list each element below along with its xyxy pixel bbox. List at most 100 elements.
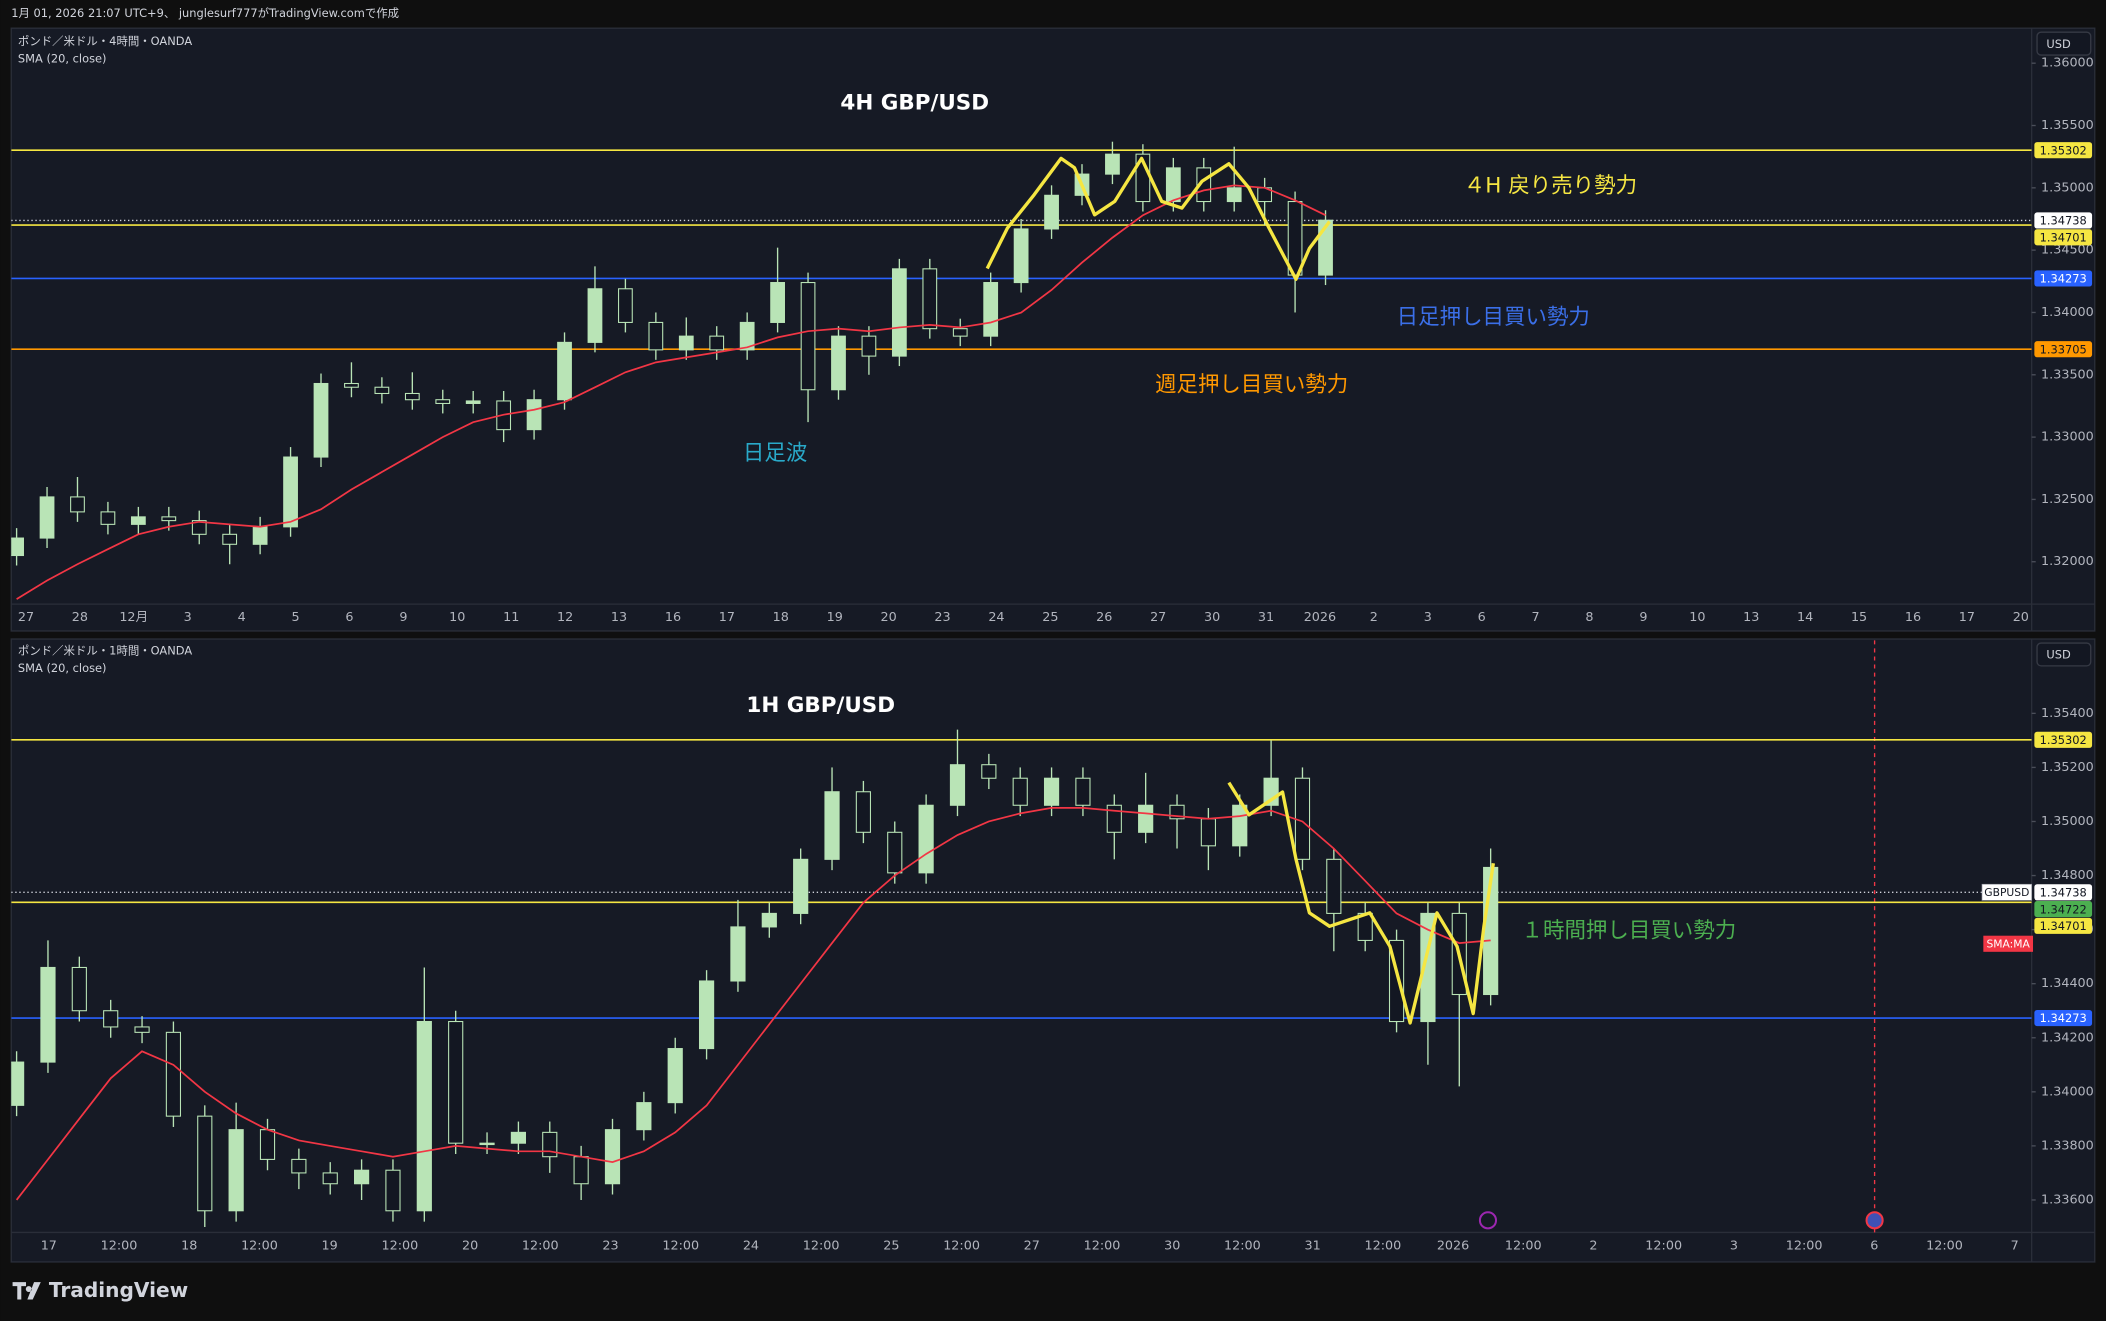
brand: TradingView [49,1278,188,1302]
x-tick-label: 18 [773,610,789,625]
x-tick-label: 27 [18,610,34,625]
event-icon[interactable] [1865,1211,1884,1230]
price-label-box [2034,917,2093,934]
sma-tag [1983,935,2034,952]
x-tick-label: 12:00 [943,1238,980,1253]
candle-body [291,1158,307,1174]
candle-body [197,1115,213,1212]
x-tick-label: 15 [1851,610,1867,625]
x-tick-label: 9 [1639,610,1647,625]
x-tick-label: 12:00 [382,1238,419,1253]
candle-body [618,288,633,323]
x-tick-label: 26 [1096,610,1112,625]
candle-body [983,282,999,337]
y-tick-label: 1.34400 [2041,976,2094,991]
x-tick-label: 6 [1478,610,1486,625]
y-tick-label: 1.32000 [2041,554,2094,569]
x-tick-label: 13 [611,610,627,625]
candle-body [283,456,298,528]
y-tick-label: 1.33800 [2041,1138,2094,1153]
price-label-box [2034,229,2093,246]
candle-body [1326,858,1342,914]
x-tick-label: 12:00 [803,1238,840,1253]
drawing [985,156,1331,281]
x-tick-label: 6 [345,610,353,625]
annotation: 日足波 [743,441,807,466]
candle-body [71,966,87,1012]
candle-body [739,321,755,351]
candle-body [1044,194,1059,230]
candle-body [922,268,938,330]
candle-body [855,791,871,833]
candle-body [800,282,816,391]
candle-body [165,1031,182,1117]
candle-body [134,1026,150,1033]
currency: USD [2046,37,2071,51]
price-label: 1.34273 [2040,272,2087,286]
x-tick-label: 12:00 [1364,1238,1401,1253]
annotation: １時間押し目買い勢力 [1522,919,1737,944]
candle-body [103,1010,119,1028]
x-tick-label: 12:00 [1505,1238,1542,1253]
y-tick-label: 1.33600 [2041,1192,2094,1207]
x-tick-label: 12:00 [241,1238,278,1253]
price-label: 1.34701 [2040,919,2087,933]
candle-body [981,764,997,779]
price-label-box [2034,1009,2093,1027]
symbol-label: ポンド／米ドル・4時間・OANDA [18,34,192,48]
x-tick-label: 2026 [1437,1238,1469,1253]
price-label-box [2034,341,2093,358]
x-tick-label: 16 [1905,610,1921,625]
x-tick-label: 2026 [1304,610,1336,625]
x-tick-label: 12 [557,610,573,625]
candle-body [1043,777,1060,806]
panel [10,27,2096,632]
y-tick-label: 1.34200 [2041,1030,2094,1045]
candle-body [465,400,481,404]
candle-body [861,335,877,357]
event-icon[interactable] [1478,1211,1498,1230]
candle-body [448,1020,464,1144]
candle-body [259,1129,276,1160]
panel [10,638,2096,1263]
y-tick-label: 1.34500 [2041,243,2094,258]
x-tick-label: 23 [602,1238,618,1253]
y-tick-label: 1.35400 [2041,706,2094,721]
x-tick-label: 27 [1024,1238,1040,1253]
x-tick-label: 25 [1042,610,1058,625]
y-tick-label: 1.35000 [2041,814,2094,829]
candle-body [793,858,809,914]
x-tick-label: 12:00 [101,1238,138,1253]
x-tick-label: 14 [1797,610,1813,625]
candle-body [636,1102,652,1131]
candle-body [1106,804,1122,833]
x-tick-label: 4 [238,610,246,625]
candle-body [191,520,207,535]
logo [12,1282,41,1300]
candle-body [161,516,177,522]
candle-body [761,912,777,928]
currency-box[interactable] [2036,31,2092,56]
currency-box[interactable] [2036,642,2092,667]
x-tick-label: 3 [184,610,192,625]
x-tick-label: 19 [827,610,843,625]
x-tick-label: 20 [881,610,897,625]
price-label: 1.35302 [2040,143,2087,157]
candle-body [70,496,85,513]
candle-body [479,1142,495,1146]
candle-body [416,1020,432,1212]
price-label: 1.34738 [2040,885,2087,899]
price-label-box [2034,142,2093,159]
candle-body [1013,228,1029,284]
y-tick-label: 1.33500 [2041,367,2094,382]
x-tick-label: 18 [181,1238,197,1253]
y-tick-label: 1.34800 [2041,868,2094,883]
plot [11,141,2032,600]
candle-body [313,382,329,458]
drawing [1227,781,1495,1025]
x-tick-label: 3 [1730,1238,1738,1253]
price-label-box [2034,212,2093,229]
candle-body [573,1156,589,1185]
candle-body [887,831,903,874]
